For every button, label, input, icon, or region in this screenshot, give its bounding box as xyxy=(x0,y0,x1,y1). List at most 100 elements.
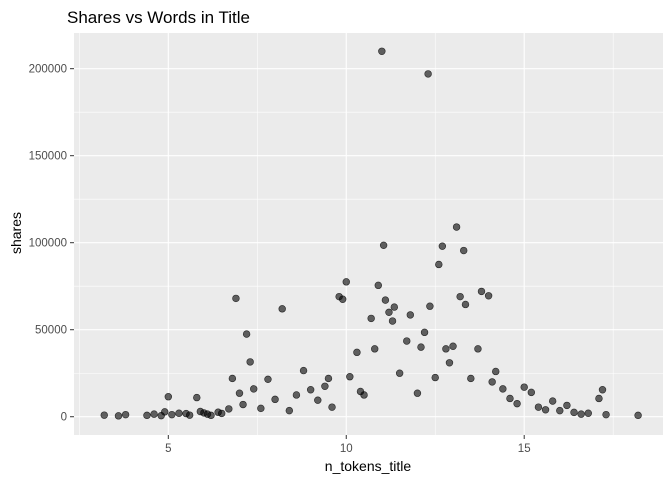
data-point xyxy=(634,411,642,420)
data-point xyxy=(228,374,237,383)
data-point xyxy=(584,409,592,417)
data-point xyxy=(324,374,333,383)
data-point xyxy=(456,292,464,301)
data-point xyxy=(595,394,603,403)
data-point xyxy=(121,410,130,419)
data-point xyxy=(435,260,443,269)
data-point xyxy=(388,317,397,325)
data-point xyxy=(285,406,294,415)
data-point xyxy=(381,296,390,304)
data-point xyxy=(250,385,258,393)
data-point xyxy=(449,342,457,350)
data-point xyxy=(461,300,470,309)
data-point xyxy=(353,348,361,357)
data-point xyxy=(395,369,404,377)
data-point xyxy=(492,367,500,376)
data-point xyxy=(420,328,429,337)
data-point xyxy=(242,330,251,338)
data-point xyxy=(452,223,461,231)
data-point xyxy=(556,406,564,415)
plot-panel xyxy=(74,33,663,435)
data-point xyxy=(406,311,415,319)
data-point xyxy=(563,401,571,410)
data-point xyxy=(257,404,265,413)
data-point xyxy=(114,412,123,420)
data-point xyxy=(164,393,173,401)
data-point xyxy=(217,409,226,418)
data-point xyxy=(367,314,375,323)
data-point xyxy=(246,358,254,366)
data-point xyxy=(474,345,482,353)
data-point xyxy=(424,70,432,78)
data-point xyxy=(314,396,322,404)
data-point xyxy=(292,391,301,399)
data-point xyxy=(442,345,450,353)
data-point xyxy=(379,241,388,250)
y-tick-label: 100000 xyxy=(29,238,67,250)
x-axis-title: n_tokens_title xyxy=(325,458,412,474)
data-point xyxy=(338,295,347,303)
data-point xyxy=(527,388,536,397)
x-axis-ticks: 5 10 15 xyxy=(165,435,531,455)
data-point xyxy=(484,292,493,300)
data-point xyxy=(477,287,486,296)
data-point xyxy=(426,302,434,310)
data-point xyxy=(403,337,411,345)
data-point xyxy=(438,242,447,250)
data-points xyxy=(100,47,642,420)
y-axis-ticks: 0 50000 100000 150000 200000 xyxy=(29,64,74,424)
data-point xyxy=(100,411,108,419)
data-point xyxy=(371,345,379,353)
data-point xyxy=(225,405,233,413)
data-point xyxy=(360,391,368,399)
data-point xyxy=(541,406,550,414)
data-point xyxy=(570,408,578,417)
data-point xyxy=(150,410,158,418)
x-tick-label: 15 xyxy=(518,443,531,455)
data-point xyxy=(445,359,454,367)
data-point xyxy=(264,375,272,384)
data-point xyxy=(548,397,557,405)
data-point xyxy=(520,383,528,391)
y-tick-label: 50000 xyxy=(35,325,67,337)
grid-lines xyxy=(74,33,663,435)
data-point xyxy=(417,343,425,351)
data-point xyxy=(207,411,215,420)
data-point xyxy=(143,411,151,420)
data-point xyxy=(306,386,315,394)
y-tick-label: 200000 xyxy=(29,64,67,76)
data-point xyxy=(278,305,286,313)
data-point xyxy=(488,378,496,386)
data-point xyxy=(185,411,194,419)
data-point xyxy=(460,246,468,255)
x-tick-label: 10 xyxy=(340,443,353,455)
data-point xyxy=(346,373,354,381)
data-point xyxy=(161,408,169,416)
data-point xyxy=(342,278,350,286)
data-point xyxy=(321,382,329,390)
data-point xyxy=(299,366,308,375)
data-point xyxy=(193,393,201,402)
data-point xyxy=(431,373,439,382)
data-point xyxy=(239,400,247,409)
y-tick-label: 0 xyxy=(61,412,67,424)
data-point xyxy=(467,374,475,383)
y-tick-label: 150000 xyxy=(29,151,67,163)
chart-title: Shares vs Words in Title xyxy=(67,8,250,27)
x-tick-label: 5 xyxy=(165,443,171,455)
data-point xyxy=(506,394,514,403)
data-point xyxy=(390,303,399,311)
data-point xyxy=(175,409,183,417)
data-point xyxy=(235,389,244,397)
data-point xyxy=(378,47,386,55)
data-point xyxy=(168,410,176,419)
data-point xyxy=(328,403,336,411)
data-point xyxy=(385,308,393,317)
data-point xyxy=(513,399,521,408)
data-point xyxy=(499,385,507,393)
data-point xyxy=(602,410,610,419)
data-point xyxy=(374,281,382,290)
data-point xyxy=(577,410,585,418)
data-point xyxy=(534,403,543,411)
